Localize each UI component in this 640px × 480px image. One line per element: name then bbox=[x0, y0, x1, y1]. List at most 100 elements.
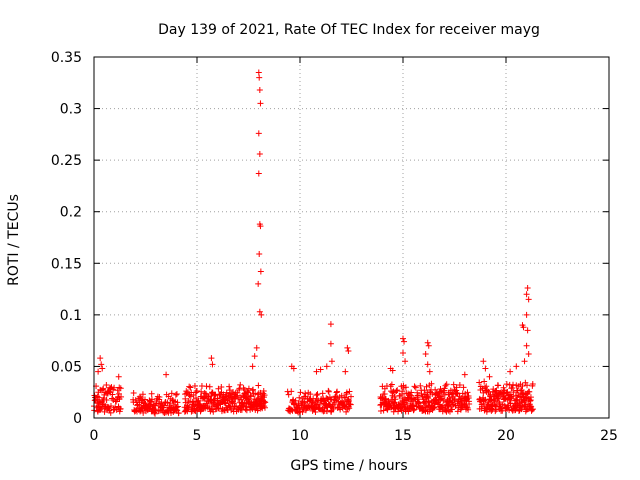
data-point bbox=[187, 384, 194, 391]
data-point-peak bbox=[258, 311, 265, 318]
plot-frame bbox=[93, 56, 610, 419]
data-point bbox=[314, 391, 321, 398]
data-point bbox=[107, 385, 114, 392]
data-point-peak bbox=[99, 365, 106, 372]
data-point bbox=[98, 405, 105, 412]
data-point-peak bbox=[251, 353, 258, 360]
data-point bbox=[262, 399, 269, 406]
y-tick-label: 0.3 bbox=[60, 102, 82, 118]
data-point bbox=[234, 389, 241, 396]
x-tick-label: 20 bbox=[497, 428, 515, 444]
data-point-peak bbox=[163, 371, 170, 378]
data-point bbox=[476, 379, 483, 386]
y-tick-label: 0.15 bbox=[51, 256, 82, 272]
data-point bbox=[261, 392, 268, 399]
data-point bbox=[152, 410, 159, 417]
data-point-peak bbox=[400, 350, 406, 357]
data-point bbox=[173, 391, 180, 398]
data-point bbox=[466, 400, 473, 407]
data-point bbox=[492, 408, 499, 415]
data-point bbox=[206, 383, 213, 390]
data-point-peak bbox=[342, 368, 349, 375]
data-point bbox=[509, 385, 516, 392]
data-point bbox=[100, 385, 107, 392]
data-point bbox=[285, 391, 292, 398]
data-point-peak bbox=[327, 340, 334, 347]
data-point bbox=[494, 395, 501, 402]
data-point bbox=[261, 398, 268, 405]
data-point-peak bbox=[256, 308, 263, 315]
data-point bbox=[148, 390, 155, 397]
data-point bbox=[115, 390, 122, 397]
data-point bbox=[441, 385, 448, 392]
data-point bbox=[172, 391, 179, 398]
data-point bbox=[210, 408, 217, 415]
data-point-peak bbox=[97, 355, 104, 362]
data-point bbox=[380, 407, 387, 414]
data-point bbox=[319, 390, 326, 397]
x-tick-label: 25 bbox=[600, 428, 618, 444]
y-tick-label: 0.1 bbox=[60, 308, 82, 324]
data-point-peak bbox=[256, 87, 263, 94]
data-point bbox=[417, 382, 424, 389]
data-point bbox=[528, 406, 535, 413]
data-point bbox=[524, 382, 531, 389]
data-point-peak bbox=[313, 368, 320, 375]
data-point bbox=[118, 393, 125, 400]
data-point bbox=[464, 389, 471, 396]
data-point bbox=[385, 397, 392, 404]
data-point-peak bbox=[323, 363, 330, 370]
data-point bbox=[337, 406, 344, 413]
data-point bbox=[505, 404, 512, 411]
data-point bbox=[465, 406, 472, 413]
data-point-peak bbox=[256, 251, 263, 258]
y-tick-label: 0.2 bbox=[60, 205, 82, 221]
data-point bbox=[428, 380, 435, 387]
data-point bbox=[527, 403, 534, 410]
data-point bbox=[345, 397, 352, 404]
data-point bbox=[173, 404, 180, 411]
data-point bbox=[107, 403, 114, 410]
data-point bbox=[526, 388, 533, 395]
data-point bbox=[334, 388, 341, 395]
data-point bbox=[312, 408, 319, 415]
data-point bbox=[499, 407, 506, 414]
data-point bbox=[377, 408, 384, 415]
data-point bbox=[192, 389, 199, 396]
data-point bbox=[218, 384, 225, 391]
data-point bbox=[333, 389, 340, 396]
data-point bbox=[483, 383, 490, 390]
data-point-peak bbox=[524, 327, 531, 334]
data-point bbox=[95, 403, 102, 410]
data-point bbox=[491, 397, 498, 404]
data-point bbox=[405, 408, 412, 415]
data-point bbox=[203, 383, 210, 390]
data-point bbox=[527, 397, 534, 404]
data-point-peak bbox=[401, 338, 408, 345]
data-point bbox=[325, 387, 332, 394]
data-point bbox=[194, 388, 200, 395]
x-tick-label: 15 bbox=[394, 428, 412, 444]
data-point-peak bbox=[523, 291, 530, 298]
data-point bbox=[421, 387, 428, 394]
data-point bbox=[136, 393, 143, 400]
data-point bbox=[175, 410, 182, 417]
data-point bbox=[503, 381, 510, 388]
x-tick-label: 0 bbox=[90, 428, 99, 444]
data-point bbox=[141, 396, 148, 403]
data-point-peak bbox=[257, 223, 264, 230]
data-point-peak bbox=[257, 100, 264, 107]
data-point-peak bbox=[426, 368, 433, 375]
data-point bbox=[508, 393, 515, 400]
data-point bbox=[99, 386, 106, 393]
data-point bbox=[103, 382, 110, 389]
data-point-peak bbox=[422, 351, 429, 358]
data-point-peak bbox=[425, 342, 432, 349]
data-point-peak bbox=[257, 268, 264, 275]
data-point bbox=[449, 406, 456, 413]
data-point bbox=[514, 397, 521, 404]
data-point-peak bbox=[249, 363, 256, 370]
data-point bbox=[174, 399, 181, 406]
data-point bbox=[399, 388, 406, 395]
